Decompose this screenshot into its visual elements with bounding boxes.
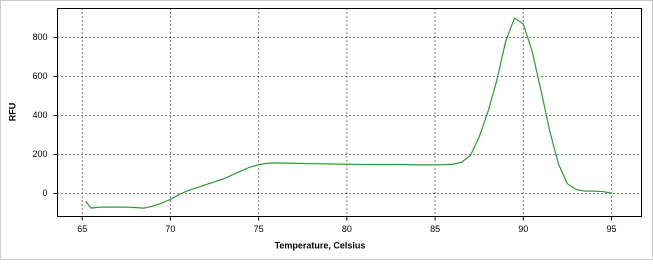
x-tick-label: 65 [77, 224, 87, 234]
plot-area [57, 8, 642, 217]
melt-curve [85, 17, 612, 209]
x-tick-label: 70 [165, 224, 175, 234]
x-tick-label: 95 [606, 224, 616, 234]
y-tick-label: 200 [32, 149, 47, 159]
y-axis-title: RFU [7, 103, 17, 122]
x-tick-label: 90 [518, 224, 528, 234]
y-tick-label: 0 [42, 188, 47, 198]
y-tick-label: 600 [32, 71, 47, 81]
x-tick-label: 75 [254, 224, 264, 234]
y-tick-label: 800 [32, 32, 47, 42]
y-tick-label: 400 [32, 110, 47, 120]
x-tick-label: 85 [430, 224, 440, 234]
x-tick-label: 80 [342, 224, 352, 234]
x-axis-title: Temperature, Celsius [275, 240, 366, 250]
